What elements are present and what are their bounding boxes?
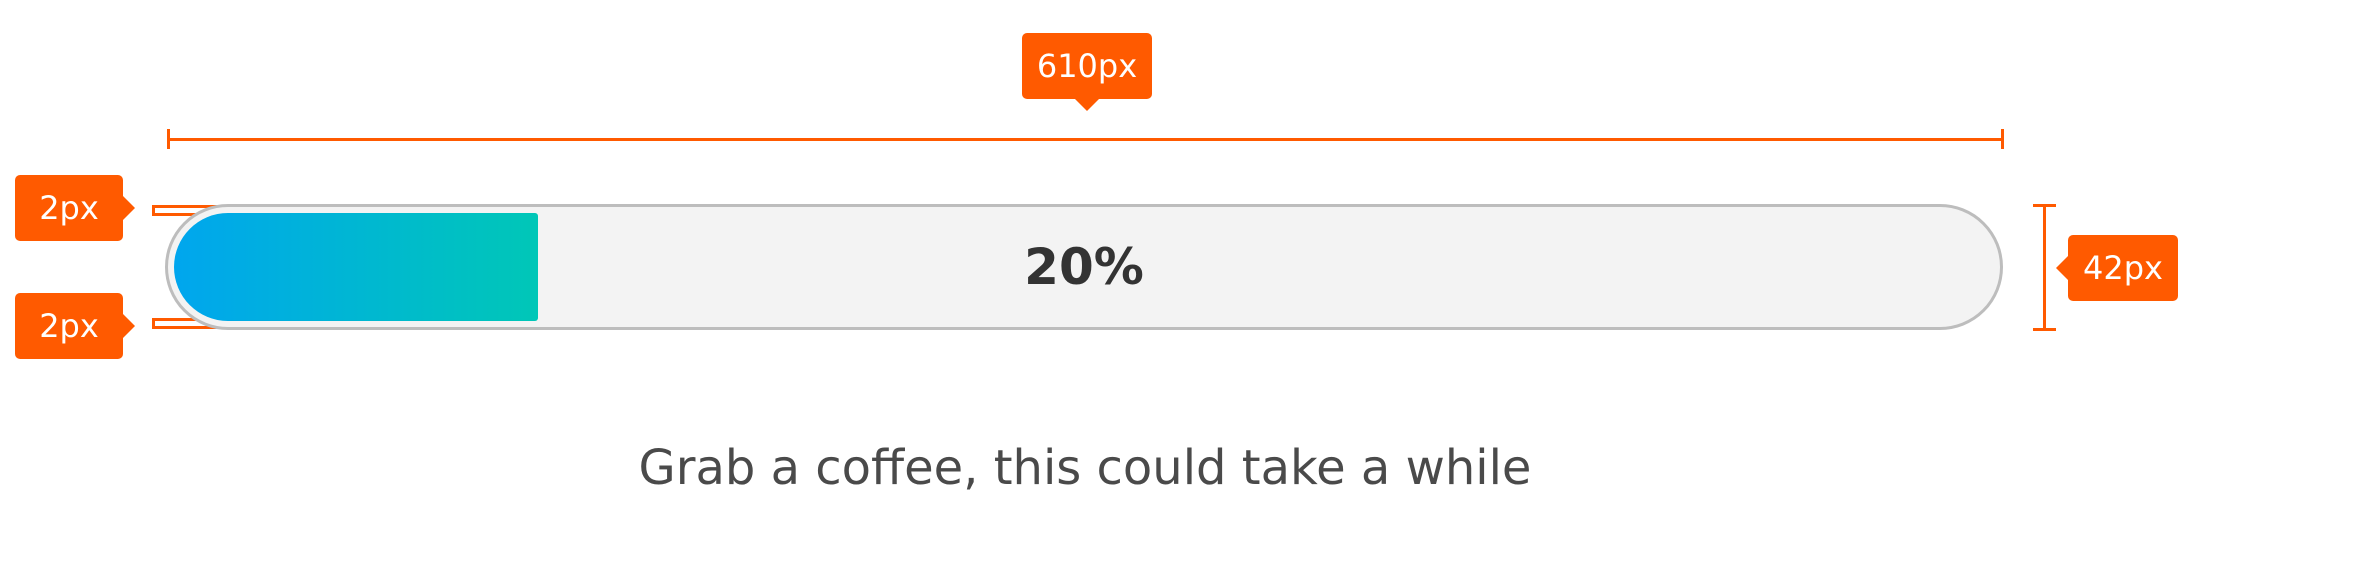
- progress-bar: 20%: [165, 204, 2003, 330]
- progress-bar-fill: [174, 213, 538, 321]
- width-measurement-cap-left: [167, 129, 170, 149]
- width-measurement-label: 610px: [1036, 47, 1138, 85]
- progress-percent-label: 20%: [1024, 238, 1144, 296]
- top-padding-tag: 2px: [15, 175, 135, 241]
- width-measurement-cap-right: [2001, 129, 2004, 149]
- bottom-padding-label: 2px: [39, 307, 99, 345]
- bottom-padding-bracket: [152, 318, 155, 329]
- height-measurement-tag: 42px: [2056, 235, 2178, 301]
- width-measurement-tag: 610px: [1022, 33, 1152, 111]
- top-padding-label: 2px: [39, 189, 99, 227]
- progress-caption: Grab a coffee, this could take a while: [638, 440, 1532, 496]
- height-measurement-cap-top: [2033, 204, 2056, 207]
- width-measurement-line: [168, 138, 2003, 141]
- bottom-padding-bracket: [152, 326, 230, 329]
- height-measurement-line: [2043, 205, 2046, 330]
- bottom-padding-bracket: [152, 318, 230, 321]
- height-measurement-label: 42px: [2083, 249, 2163, 287]
- top-padding-bracket: [152, 205, 230, 208]
- bottom-padding-tag: 2px: [15, 293, 135, 359]
- top-padding-bracket: [152, 205, 155, 216]
- height-measurement-cap-bottom: [2033, 328, 2056, 331]
